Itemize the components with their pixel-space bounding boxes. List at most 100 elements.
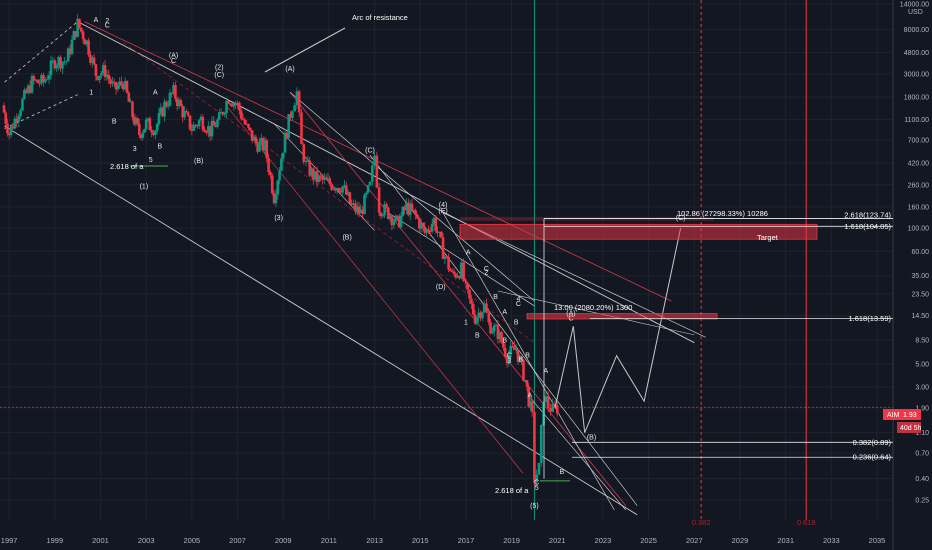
wave-label: 4	[516, 296, 520, 303]
candle-body	[513, 346, 516, 350]
candle-body	[4, 112, 8, 124]
y-tick-label: 8.50	[915, 337, 929, 344]
candle-body	[408, 203, 412, 216]
candle-body	[132, 117, 136, 125]
candle-body	[276, 180, 280, 195]
candle-body	[539, 425, 543, 463]
candle-body	[174, 84, 177, 99]
candle-body	[234, 103, 237, 105]
candle-body	[272, 193, 276, 204]
y-tick-label: 14000.00	[900, 2, 929, 9]
candle-body	[32, 76, 36, 81]
candle-body	[87, 40, 90, 55]
x-tick-label: 2023	[595, 536, 612, 545]
candle-body	[83, 39, 87, 45]
candle-body	[319, 175, 322, 177]
target-zone	[459, 223, 818, 240]
candle-body	[403, 206, 407, 211]
fan-line-3	[442, 212, 615, 511]
candle-body	[324, 177, 328, 180]
wave-label: (1)	[140, 183, 149, 190]
candle-body	[443, 256, 447, 259]
candle-body	[85, 40, 89, 45]
candle-body	[144, 119, 148, 129]
y-tick-label: 0.25	[915, 497, 929, 504]
y-tick-label: 0.70	[915, 451, 929, 458]
candle-body	[23, 89, 26, 99]
candle-body	[152, 132, 155, 135]
x-tick-label: 2019	[503, 536, 520, 545]
candle-body	[111, 81, 114, 84]
x-tick-label: 1999	[46, 536, 63, 545]
current-price-value: 1.93	[903, 412, 917, 419]
candle-body	[523, 380, 527, 382]
price-tag: AIM 1.93 40d 5h	[883, 409, 922, 433]
wave-label: B	[560, 469, 565, 476]
candle-body	[466, 283, 470, 290]
wave-label: 1	[89, 90, 93, 97]
x-tick-label: 2017	[458, 536, 475, 545]
candle-body	[542, 401, 545, 426]
x-axis[interactable]: 1997 1999 2001 2003 2005 2007 2009 2011 2013 2015…	[1, 536, 886, 545]
candle-body	[348, 192, 352, 204]
candle-body	[310, 168, 313, 176]
wave-label: 2	[485, 269, 489, 276]
candle-body	[225, 100, 228, 114]
candle-body	[34, 79, 38, 81]
candle-body	[341, 186, 344, 193]
y-axis[interactable]: 14000.00 8000.00 4800.00 3000.00 1800.00 1100…	[900, 2, 929, 505]
candle-body	[270, 175, 274, 194]
candle-body	[302, 144, 306, 162]
candle-body	[265, 140, 269, 159]
fib-a2-label: 2.618 of a	[495, 486, 529, 495]
candle-body	[98, 75, 101, 80]
wave-label: A	[94, 17, 99, 24]
candle-body	[28, 85, 32, 93]
candle-body	[45, 79, 49, 81]
x-tick-label: 2005	[184, 536, 201, 545]
y-tick-label: 1100.00	[904, 117, 929, 124]
candle-body	[385, 204, 388, 208]
candle-body	[192, 124, 195, 131]
wave-label: (C)	[365, 147, 375, 154]
candle-body	[479, 312, 482, 319]
candle-body	[267, 158, 270, 173]
x-tick-label: 2013	[366, 536, 383, 545]
candle-body	[223, 113, 227, 115]
candle-body	[473, 314, 477, 324]
candle-body	[175, 98, 179, 107]
x-tick-label: 2033	[823, 536, 840, 545]
candle-body	[159, 107, 163, 114]
wave-label: (3)	[274, 215, 283, 222]
candle-body	[221, 112, 225, 115]
candle-body	[51, 60, 55, 62]
candle-body	[112, 81, 116, 83]
candle-body	[74, 31, 78, 37]
candle-body	[522, 360, 525, 381]
candle-body	[94, 64, 98, 77]
candle-body	[116, 86, 120, 90]
annotations: Arc of resistance 2.618 of a 2.618 of a …	[110, 13, 779, 495]
candle-body	[300, 112, 303, 145]
arc-arrow	[264, 27, 346, 73]
candle-body	[332, 188, 335, 190]
wave-label: B	[518, 356, 523, 363]
candle-body	[179, 100, 183, 107]
candle-body	[471, 303, 475, 315]
projection-path	[554, 227, 682, 433]
candle-body	[350, 203, 354, 205]
wave-label: (4)	[439, 202, 448, 209]
candle-body	[216, 119, 219, 128]
candle-body	[396, 215, 399, 217]
candle-body	[63, 61, 66, 63]
x-tick-label: 2009	[275, 536, 292, 545]
candle-body	[529, 401, 532, 407]
red-inner	[225, 105, 524, 474]
candle-body	[256, 143, 259, 152]
candle-body	[287, 114, 290, 138]
candle-body	[280, 158, 283, 171]
main-support-line	[4, 125, 638, 516]
candle-body	[163, 101, 166, 117]
candle-body	[243, 119, 247, 124]
